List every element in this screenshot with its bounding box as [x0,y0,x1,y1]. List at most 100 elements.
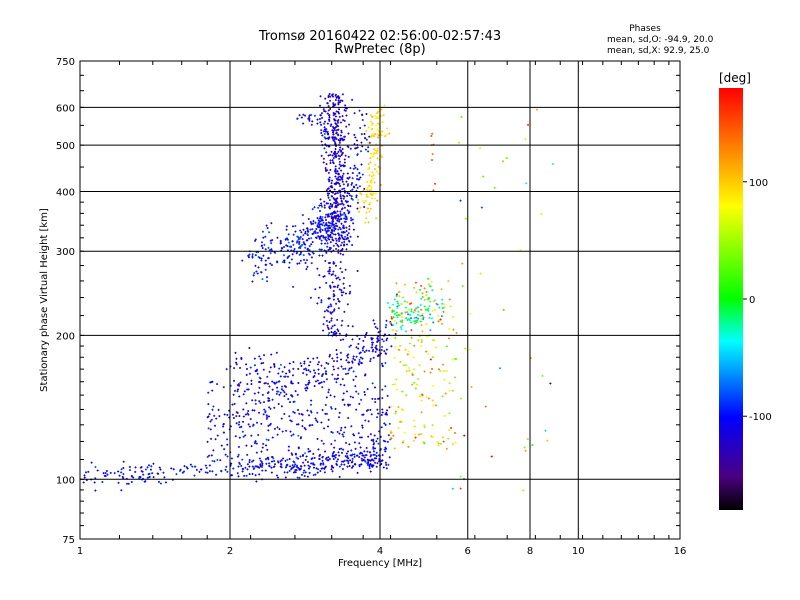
data-point [375,344,378,347]
data-point [348,443,351,446]
data-point [385,352,388,355]
data-point [271,239,274,242]
data-point [352,355,355,358]
data-point [384,461,387,464]
data-point [452,328,455,331]
data-point [400,312,403,315]
data-point [407,350,410,353]
data-point [329,202,332,205]
data-point [266,375,269,378]
data-point [264,235,267,238]
data-point [394,412,397,415]
data-point [346,465,349,468]
data-point [344,367,347,370]
data-point [294,230,297,233]
data-point [260,362,263,365]
data-point [245,363,248,366]
data-point [334,439,337,442]
data-point [269,407,272,410]
data-point [380,362,383,365]
data-point [338,278,341,281]
data-point [337,367,340,370]
data-point [216,458,219,461]
data-point [447,437,450,440]
data-point [337,416,340,419]
data-point [432,404,435,407]
data-point [342,392,345,395]
data-point [359,436,362,439]
data-point [416,319,419,322]
data-point [215,473,218,476]
data-point [256,368,259,371]
data-point [301,425,304,428]
data-point [324,450,327,453]
data-point [332,298,335,301]
data-point [427,277,430,280]
data-point [451,443,454,446]
data-point [260,259,263,262]
data-point [273,364,276,367]
data-point [407,366,410,369]
data-point [251,472,254,475]
data-point [397,406,400,409]
data-point [450,427,453,430]
data-point [376,337,379,340]
data-point [292,400,295,403]
data-point [441,436,444,439]
data-point [144,468,147,471]
data-point [335,460,338,463]
data-point [413,286,416,289]
data-point [343,384,346,387]
data-point [373,322,376,325]
data-point [193,465,196,468]
data-point [454,441,457,444]
data-point [337,276,340,279]
data-point [392,303,395,306]
data-point [244,413,247,416]
data-point [321,373,324,376]
data-point [418,364,421,367]
data-point [339,267,342,270]
data-point [386,394,389,397]
data-point [431,399,434,402]
data-point [146,476,149,479]
data-point [318,458,321,461]
data-point [238,384,241,387]
data-point [358,337,361,340]
data-point [340,460,343,463]
data-point [332,458,335,461]
data-point [283,391,286,394]
data-point [343,403,346,406]
data-point [416,306,419,309]
data-point [307,467,310,470]
data-point [94,489,97,492]
data-point [324,457,327,460]
data-point [332,293,335,296]
data-point [422,316,425,319]
data-point [96,469,99,472]
data-point [350,366,353,369]
data-point [342,448,345,451]
data-point [280,417,283,420]
data-point [212,405,215,408]
data-point [258,457,261,460]
data-point [304,367,307,370]
data-point [269,422,272,425]
data-point [412,439,415,442]
data-point [343,431,346,434]
data-point [330,327,333,330]
data-point [345,452,348,455]
data-point [374,397,377,400]
data-point [291,382,294,385]
data-point [337,228,340,231]
data-point [307,450,310,453]
data-point [314,372,317,375]
data-point [317,219,320,222]
data-point [304,428,307,431]
data-point [210,437,213,440]
data-point [209,420,212,423]
data-point [385,348,388,351]
data-point [422,440,425,443]
data-point [391,309,394,312]
data-point [206,440,209,443]
